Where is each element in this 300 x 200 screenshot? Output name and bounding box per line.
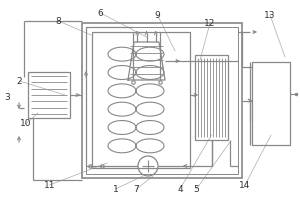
Text: 7: 7 [134,184,140,194]
Text: 6: 6 [98,8,103,18]
Bar [82,23,242,178]
Bar [86,27,238,174]
Text: 11: 11 [44,180,55,190]
Text: 3: 3 [4,94,10,102]
Text: 9: 9 [154,10,160,20]
Bar [28,72,70,118]
Text: 13: 13 [264,10,276,20]
Text: 2: 2 [17,76,22,86]
Text: 5: 5 [194,184,200,194]
Text: 4: 4 [177,184,183,194]
Text: 1: 1 [112,184,118,194]
Text: 12: 12 [204,19,216,27]
Text: 10: 10 [20,119,31,129]
Bar [252,62,290,145]
Text: 8: 8 [56,17,62,25]
Text: 14: 14 [239,182,250,190]
Bar [92,32,190,168]
Bar [195,55,228,140]
